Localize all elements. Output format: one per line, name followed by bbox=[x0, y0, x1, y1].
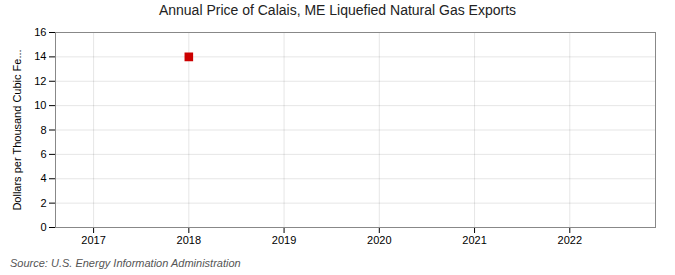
svg-text:2021: 2021 bbox=[462, 234, 486, 246]
html-text:Source: U.S. Energy Informatio: Source: U.S. Energy Information Administ… bbox=[10, 257, 241, 269]
svg-text:Dollars per Thousand Cubic Fe.: Dollars per Thousand Cubic Fe... bbox=[11, 49, 23, 210]
svg-text:0: 0 bbox=[40, 221, 46, 233]
svg-text:2020: 2020 bbox=[367, 234, 391, 246]
svg-text:2017: 2017 bbox=[81, 234, 105, 246]
svg-text:2: 2 bbox=[40, 197, 46, 209]
svg-text:4: 4 bbox=[40, 172, 46, 184]
svg-text:2019: 2019 bbox=[272, 234, 296, 246]
svg-text:2022: 2022 bbox=[558, 234, 582, 246]
svg-text:6: 6 bbox=[40, 148, 46, 160]
html-text:Annual Price of Calais, ME Liq: Annual Price of Calais, ME Liquefied Nat… bbox=[158, 2, 517, 18]
svg-text:12: 12 bbox=[34, 75, 46, 87]
svg-text:8: 8 bbox=[40, 124, 46, 136]
svg-text:16: 16 bbox=[34, 26, 46, 38]
svg-text:10: 10 bbox=[34, 99, 46, 111]
svg-text:14: 14 bbox=[34, 50, 46, 62]
svg-text:2018: 2018 bbox=[177, 234, 201, 246]
